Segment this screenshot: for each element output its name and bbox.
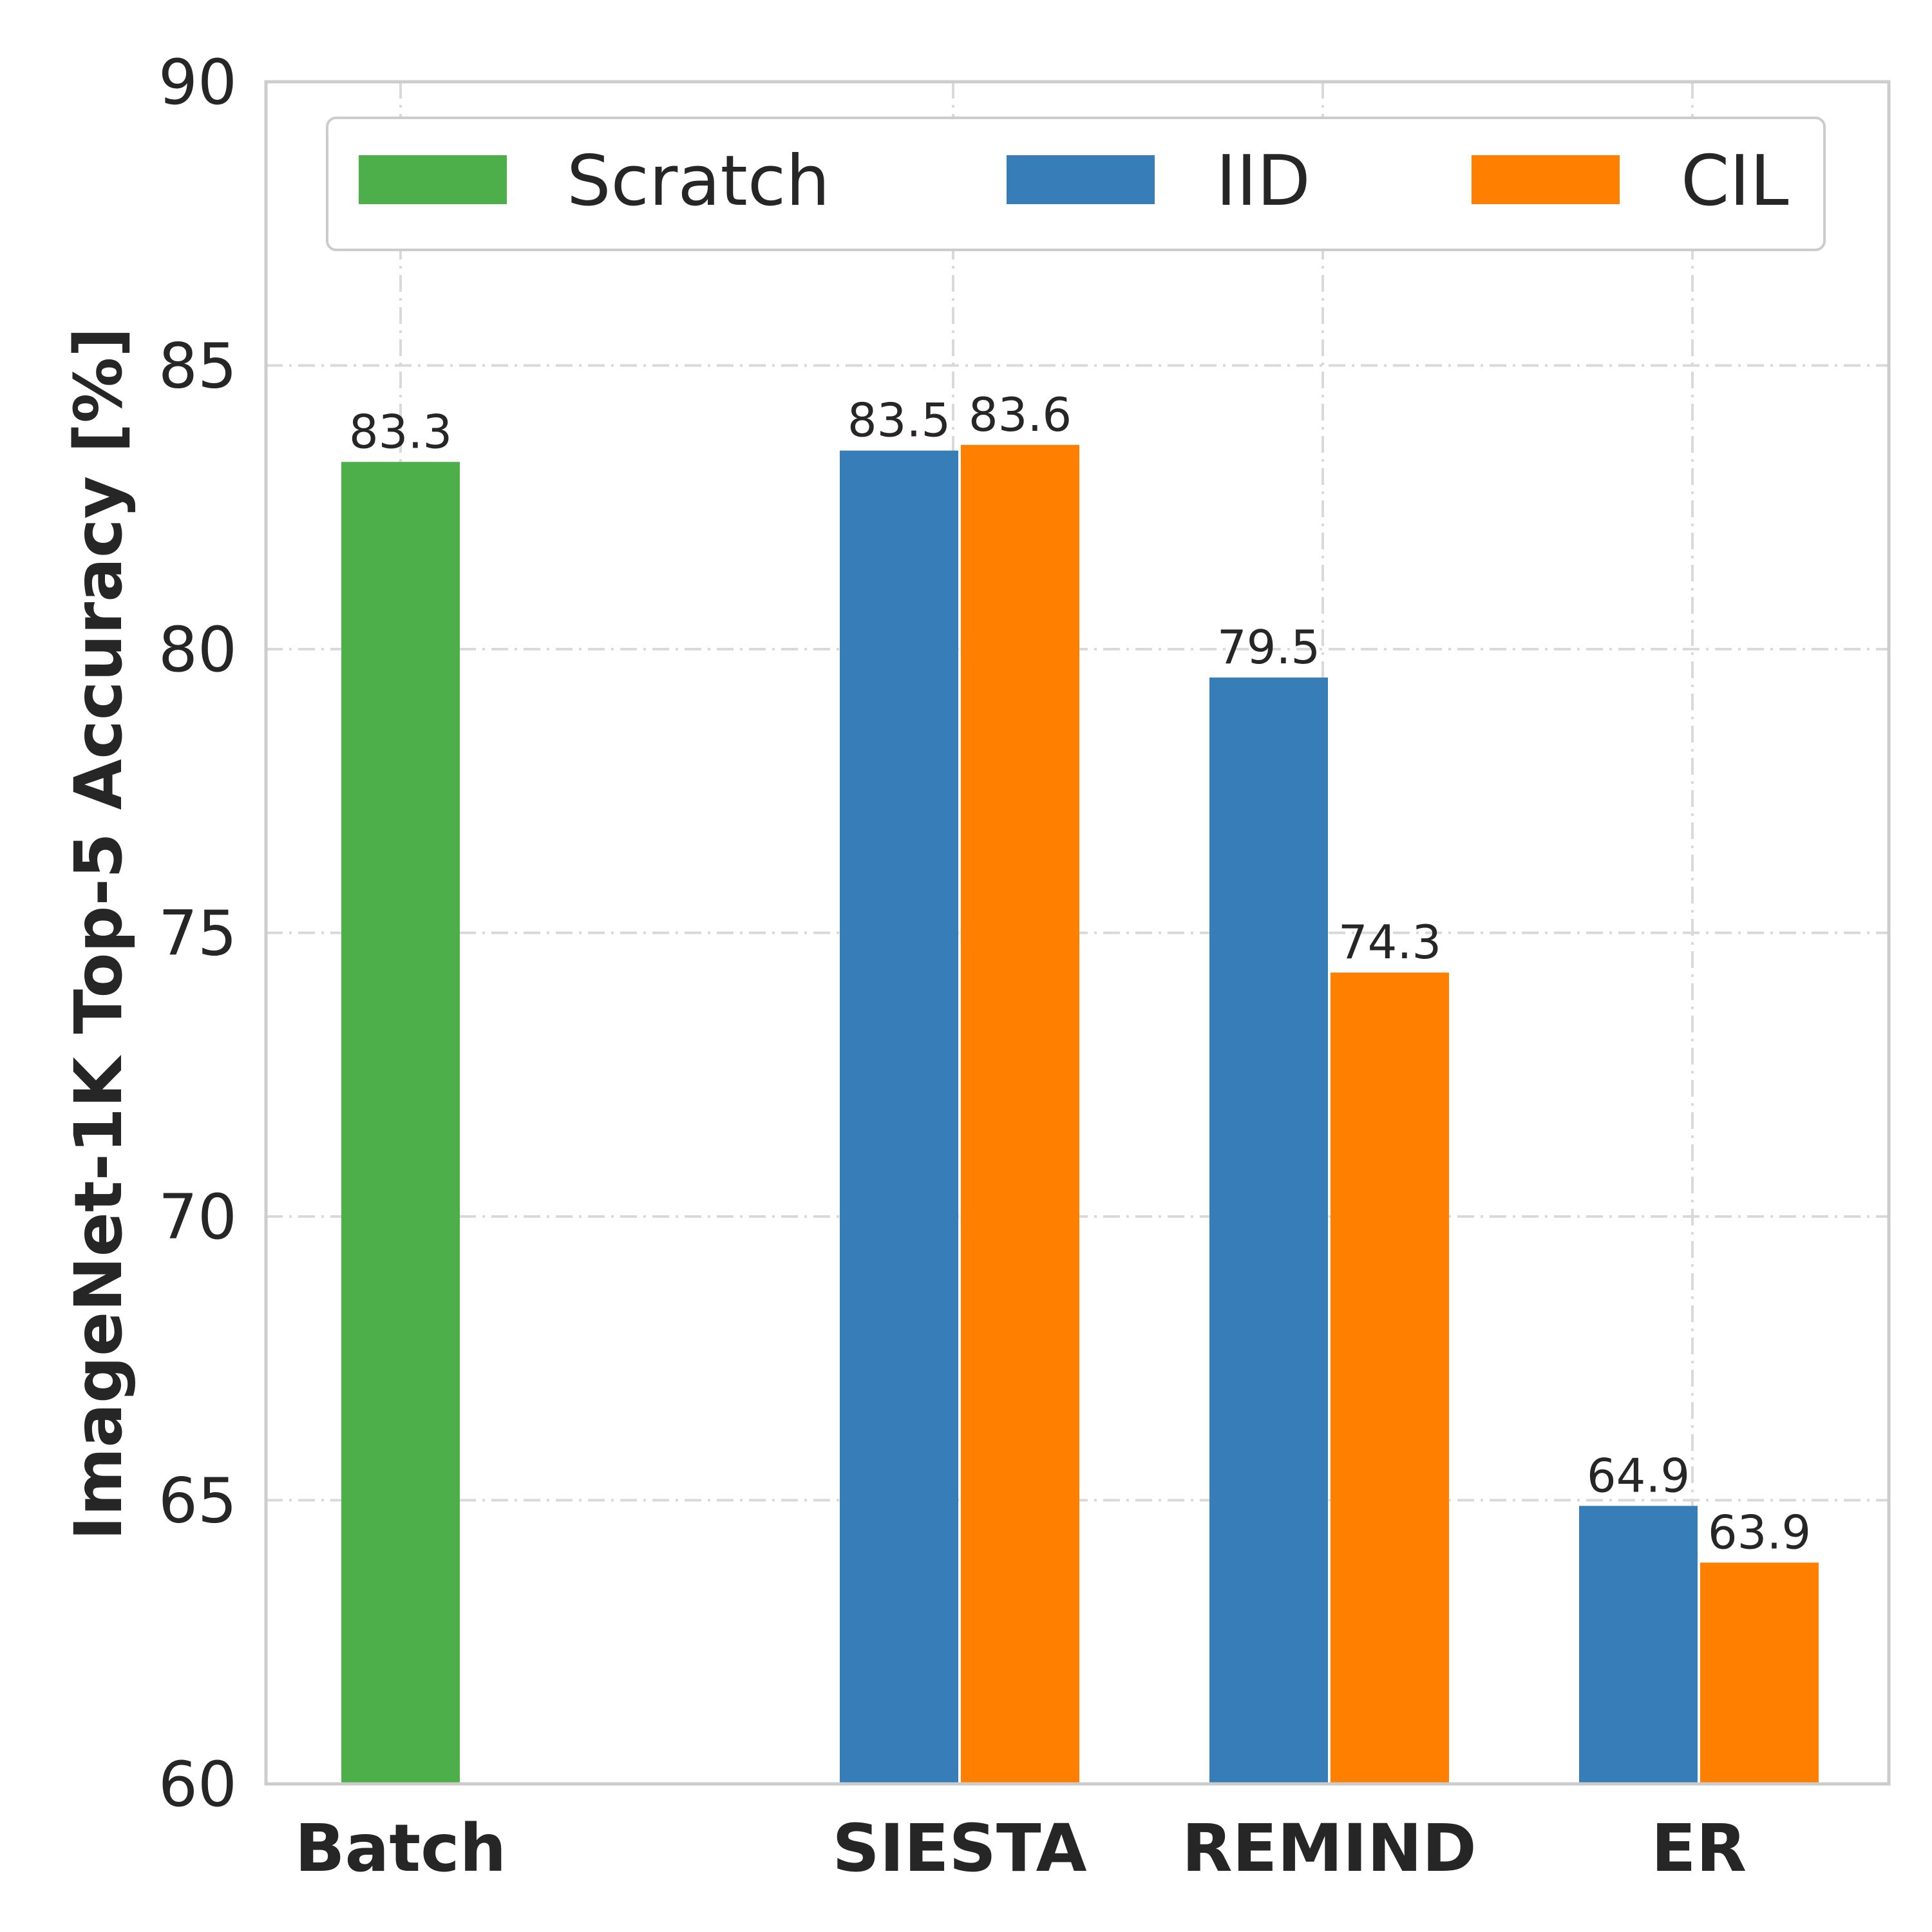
- legend: Scratch IID CIL: [326, 117, 1826, 251]
- y-tick-label: 70: [158, 1181, 237, 1253]
- data-label: 64.9: [1587, 1448, 1690, 1502]
- y-axis-label: ImageNet-1K Top-5 Accuracy [%]: [61, 327, 137, 1540]
- data-label: 83.5: [848, 393, 951, 448]
- x-category-label: ER: [1651, 1810, 1747, 1887]
- y-tick-label: 85: [158, 330, 237, 402]
- bar-iid-remind: [1209, 677, 1328, 1784]
- data-label: 74.3: [1338, 915, 1441, 969]
- data-label: 79.5: [1217, 620, 1320, 674]
- y-tick-labels: 60 65 70 75 80 85 90: [158, 46, 237, 1821]
- bars: [341, 444, 1819, 1785]
- x-category-label: SIESTA: [832, 1810, 1086, 1887]
- y-tick-label: 75: [158, 898, 237, 970]
- bar-iid-er: [1579, 1506, 1698, 1784]
- plot-frame: [264, 80, 1891, 1786]
- data-label: 83.3: [349, 404, 452, 459]
- legend-swatch-cil: [1472, 155, 1620, 204]
- bar-cil-siesta: [961, 444, 1079, 1784]
- data-labels: 83.3 83.5 83.6 79.5 74.3 64.9 63.9: [349, 388, 1811, 1560]
- data-label: 83.6: [969, 388, 1072, 442]
- y-tick-label: 60: [158, 1748, 237, 1821]
- x-category-label: Batch: [295, 1810, 506, 1887]
- y-tick-label: 90: [158, 46, 237, 118]
- y-tick-label: 80: [158, 614, 237, 686]
- bar-cil-er: [1700, 1562, 1819, 1784]
- legend-swatch-scratch: [359, 155, 507, 204]
- x-category-labels: Batch SIESTA REMIND ER: [295, 1810, 1747, 1887]
- bar-scratch-batch: [341, 462, 460, 1784]
- data-label: 63.9: [1708, 1505, 1811, 1559]
- legend-label-iid: IID: [1216, 141, 1311, 222]
- y-tick-label: 65: [158, 1465, 237, 1537]
- bar-iid-siesta: [840, 450, 958, 1785]
- x-category-label: REMIND: [1182, 1810, 1477, 1887]
- legend-label-scratch: Scratch: [567, 141, 830, 222]
- bar-cil-remind: [1331, 972, 1449, 1784]
- legend-label-cil: CIL: [1681, 141, 1788, 222]
- legend-swatch-iid: [1007, 155, 1155, 204]
